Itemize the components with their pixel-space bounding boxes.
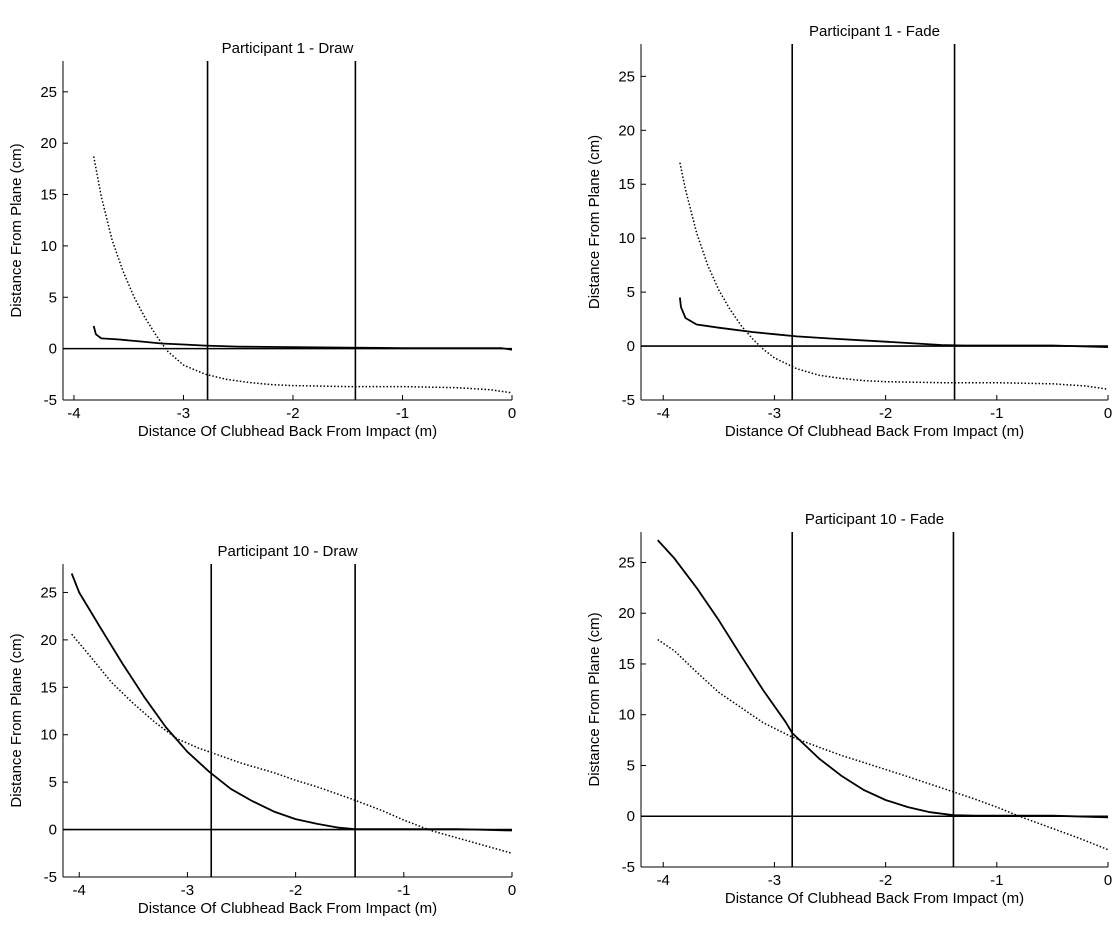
y-tick-label: 20 xyxy=(618,122,635,139)
x-axis-label: Distance Of Clubhead Back From Impact (m… xyxy=(138,900,437,917)
x-axis-label: Distance Of Clubhead Back From Impact (m… xyxy=(138,423,437,440)
x-tick-label: -3 xyxy=(181,882,194,899)
x-tick-label: 0 xyxy=(1104,872,1112,889)
chart-title: Participant 10 - Draw xyxy=(217,543,357,560)
y-tick-label: 15 xyxy=(618,176,635,193)
y-tick-label: 15 xyxy=(40,187,57,204)
dotted-series-line xyxy=(657,638,1109,851)
y-tick-label: 0 xyxy=(49,822,57,839)
dotted-series-line xyxy=(71,633,513,855)
y-tick-label: -5 xyxy=(44,869,57,886)
x-tick-label: -2 xyxy=(879,405,892,422)
y-tick-label: 20 xyxy=(618,605,635,622)
x-tick-label: 0 xyxy=(1104,405,1112,422)
y-tick-label: 0 xyxy=(627,338,635,355)
solid-series-line xyxy=(92,325,513,351)
panel-4: -4 -3 -2 -1 0 -5 0 5 10 15 20 25 Participant 10 - Fa… xyxy=(586,511,1112,907)
solid-series-line xyxy=(679,297,1109,348)
y-tick-label: -5 xyxy=(622,859,635,876)
x-tick-label: -2 xyxy=(289,882,302,899)
y-tick-label: 20 xyxy=(40,135,57,152)
x-tick-label: -1 xyxy=(397,882,410,899)
x-axis-label: Distance Of Clubhead Back From Impact (m… xyxy=(725,423,1024,440)
x-tick-label: -2 xyxy=(879,872,892,889)
x-tick-label: -3 xyxy=(177,405,190,422)
y-axis-label: Distance From Plane (cm) xyxy=(8,633,25,807)
y-tick-label: -5 xyxy=(622,392,635,409)
y-tick-label: 25 xyxy=(40,84,57,101)
chart-title: Participant 1 - Draw xyxy=(222,40,354,57)
y-tick-label: -5 xyxy=(44,392,57,409)
x-tick-label: -1 xyxy=(990,405,1003,422)
y-tick-label: 20 xyxy=(40,632,57,649)
y-axis-label: Distance From Plane (cm) xyxy=(8,143,25,317)
panel-1: -4 -3 -2 -1 0 -5 0 5 10 15 20 25 Participant 1 - Dra… xyxy=(8,40,516,440)
x-tick-label: -2 xyxy=(286,405,299,422)
y-axis-label: Distance From Plane (cm) xyxy=(586,135,603,309)
x-tick-label: -1 xyxy=(990,872,1003,889)
y-tick-label: 0 xyxy=(627,808,635,825)
x-tick-label: -4 xyxy=(657,872,670,889)
x-tick-label: -3 xyxy=(768,405,781,422)
x-tick-label: -1 xyxy=(396,405,409,422)
x-axis-label: Distance Of Clubhead Back From Impact (m… xyxy=(725,890,1024,907)
y-tick-label: 10 xyxy=(618,230,635,247)
x-tick-label: -4 xyxy=(73,882,86,899)
y-tick-label: 25 xyxy=(40,584,57,601)
y-tick-label: 15 xyxy=(618,656,635,673)
y-tick-label: 15 xyxy=(40,679,57,696)
x-tick-label: -4 xyxy=(67,405,80,422)
y-tick-label: 5 xyxy=(49,289,57,306)
y-tick-label: 25 xyxy=(618,554,635,571)
y-tick-label: 5 xyxy=(627,757,635,774)
solid-series-line xyxy=(657,539,1109,819)
x-tick-label: -3 xyxy=(768,872,781,889)
x-tick-label: 0 xyxy=(508,882,516,899)
y-tick-label: 0 xyxy=(49,341,57,358)
y-tick-label: 25 xyxy=(618,68,635,85)
y-tick-label: 5 xyxy=(49,774,57,791)
solid-series-line xyxy=(70,573,513,832)
y-tick-label: 10 xyxy=(40,238,57,255)
dotted-series-line xyxy=(679,162,1109,390)
y-tick-label: 5 xyxy=(627,284,635,301)
y-tick-label: 10 xyxy=(40,727,57,744)
chart-title: Participant 10 - Fade xyxy=(805,511,944,528)
panel-3: -4 -3 -2 -1 0 -5 0 5 10 15 20 25 Participant 10 - Dr… xyxy=(8,543,516,917)
y-axis-label: Distance From Plane (cm) xyxy=(586,612,603,786)
x-tick-label: 0 xyxy=(508,405,516,422)
chart-title: Participant 1 - Fade xyxy=(809,23,940,40)
dotted-series-line xyxy=(92,156,513,394)
x-tick-label: -4 xyxy=(657,405,670,422)
panel-2: -4 -3 -2 -1 0 -5 0 5 10 15 20 25 Participant 1 - Fad… xyxy=(586,23,1112,440)
y-tick-label: 10 xyxy=(618,707,635,724)
